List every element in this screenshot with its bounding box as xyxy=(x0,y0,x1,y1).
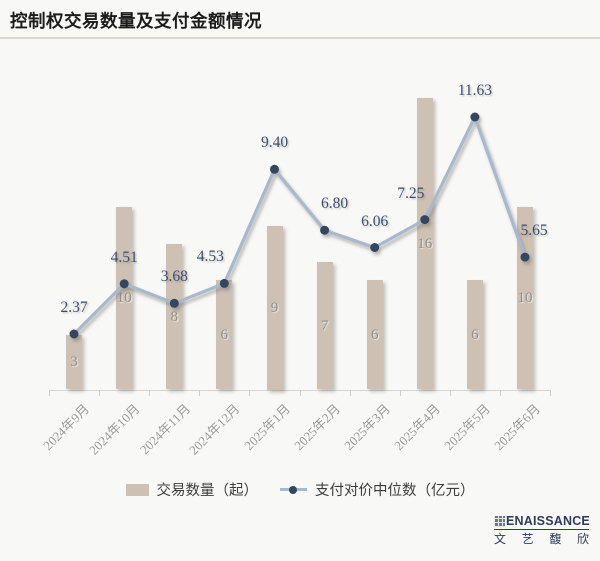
bar-value-label: 9 xyxy=(270,299,279,316)
x-axis-tick xyxy=(199,389,201,396)
x-axis-label: 2025年4月 xyxy=(391,401,444,453)
legend-item-bar-series[interactable]: 交易数量（起） xyxy=(125,479,259,500)
line-marker-dot xyxy=(289,485,297,494)
x-axis-label: 2025年3月 xyxy=(341,401,394,453)
x-axis-label: 2025年2月 xyxy=(291,401,344,453)
bar-value-label: 10 xyxy=(517,290,533,307)
brand-wordmark: ENAISSANCE xyxy=(506,514,590,528)
bar-value-label: 6 xyxy=(370,326,379,343)
brand-logo-wordmark-row: ENAISSANCE xyxy=(494,514,590,530)
x-axis-label: 2024年11月 xyxy=(136,401,193,458)
x-axis-label: 2024年10月 xyxy=(86,401,143,458)
bar-series-swatch-icon xyxy=(125,483,149,496)
x-axis-tick xyxy=(399,389,401,396)
line-dot xyxy=(470,112,480,122)
line-dot xyxy=(370,243,380,252)
x-axis-label: 2024年9月 xyxy=(40,401,93,453)
line-value-label: 9.40 xyxy=(260,134,289,152)
bar-value-label: 6 xyxy=(471,326,479,343)
line-series-marker-icon xyxy=(280,485,307,495)
x-axis-label: 2024年12月 xyxy=(186,401,244,458)
bar-value-label: 8 xyxy=(170,308,179,325)
x-axis-tick xyxy=(449,389,451,396)
bar-value-label: 10 xyxy=(116,290,132,307)
brand-seal-icon xyxy=(494,516,505,527)
x-axis-label: 2025年5月 xyxy=(441,401,494,453)
title-divider xyxy=(0,37,600,39)
line-value-label: 6.80 xyxy=(321,195,349,213)
x-axis-label: 2025年1月 xyxy=(241,401,294,453)
bar-value-label: 16 xyxy=(417,235,433,252)
line-value-label: 2.37 xyxy=(60,299,88,316)
x-axis-tick xyxy=(349,389,351,396)
x-axis-tick xyxy=(299,389,301,396)
legend: 交易数量（起） 支付对价中位数（亿元） xyxy=(0,479,600,500)
legend-line-label: 支付对价中位数（亿元） xyxy=(315,483,475,499)
line-value-label: 3.68 xyxy=(160,268,188,286)
x-axis-tick xyxy=(550,389,551,396)
line-dot xyxy=(320,225,330,235)
bar-value-label: 6 xyxy=(220,326,229,343)
x-axis-tick xyxy=(149,389,151,396)
brand-chinese-name: 文艺馥欣 xyxy=(494,531,589,546)
legend-bar-label: 交易数量（起） xyxy=(156,483,259,499)
brand-logo: ENAISSANCE 文艺馥欣 xyxy=(494,514,590,546)
line-value-label: 5.65 xyxy=(520,222,548,240)
x-axis-tick xyxy=(499,389,501,396)
chart-title: 控制权交易数量及支付金额情况 xyxy=(10,11,262,31)
bar-value-label: 7 xyxy=(320,317,329,334)
line-value-label: 6.06 xyxy=(361,212,389,230)
line-value-label: 11.63 xyxy=(457,82,493,99)
x-axis-label: 2025年6月 xyxy=(491,401,544,453)
x-axis-tick xyxy=(49,389,50,396)
line-value-label: 7.25 xyxy=(397,184,425,202)
line-value-label: 4.53 xyxy=(196,248,224,266)
line-value-label: 4.51 xyxy=(110,248,138,266)
bar-value-label: 3 xyxy=(70,354,78,371)
x-axis-tick xyxy=(249,389,251,396)
bar xyxy=(66,334,82,390)
x-axis-tick xyxy=(99,389,101,396)
legend-item-line-series[interactable]: 支付对价中位数（亿元） xyxy=(280,479,475,500)
line-dot xyxy=(270,164,279,174)
